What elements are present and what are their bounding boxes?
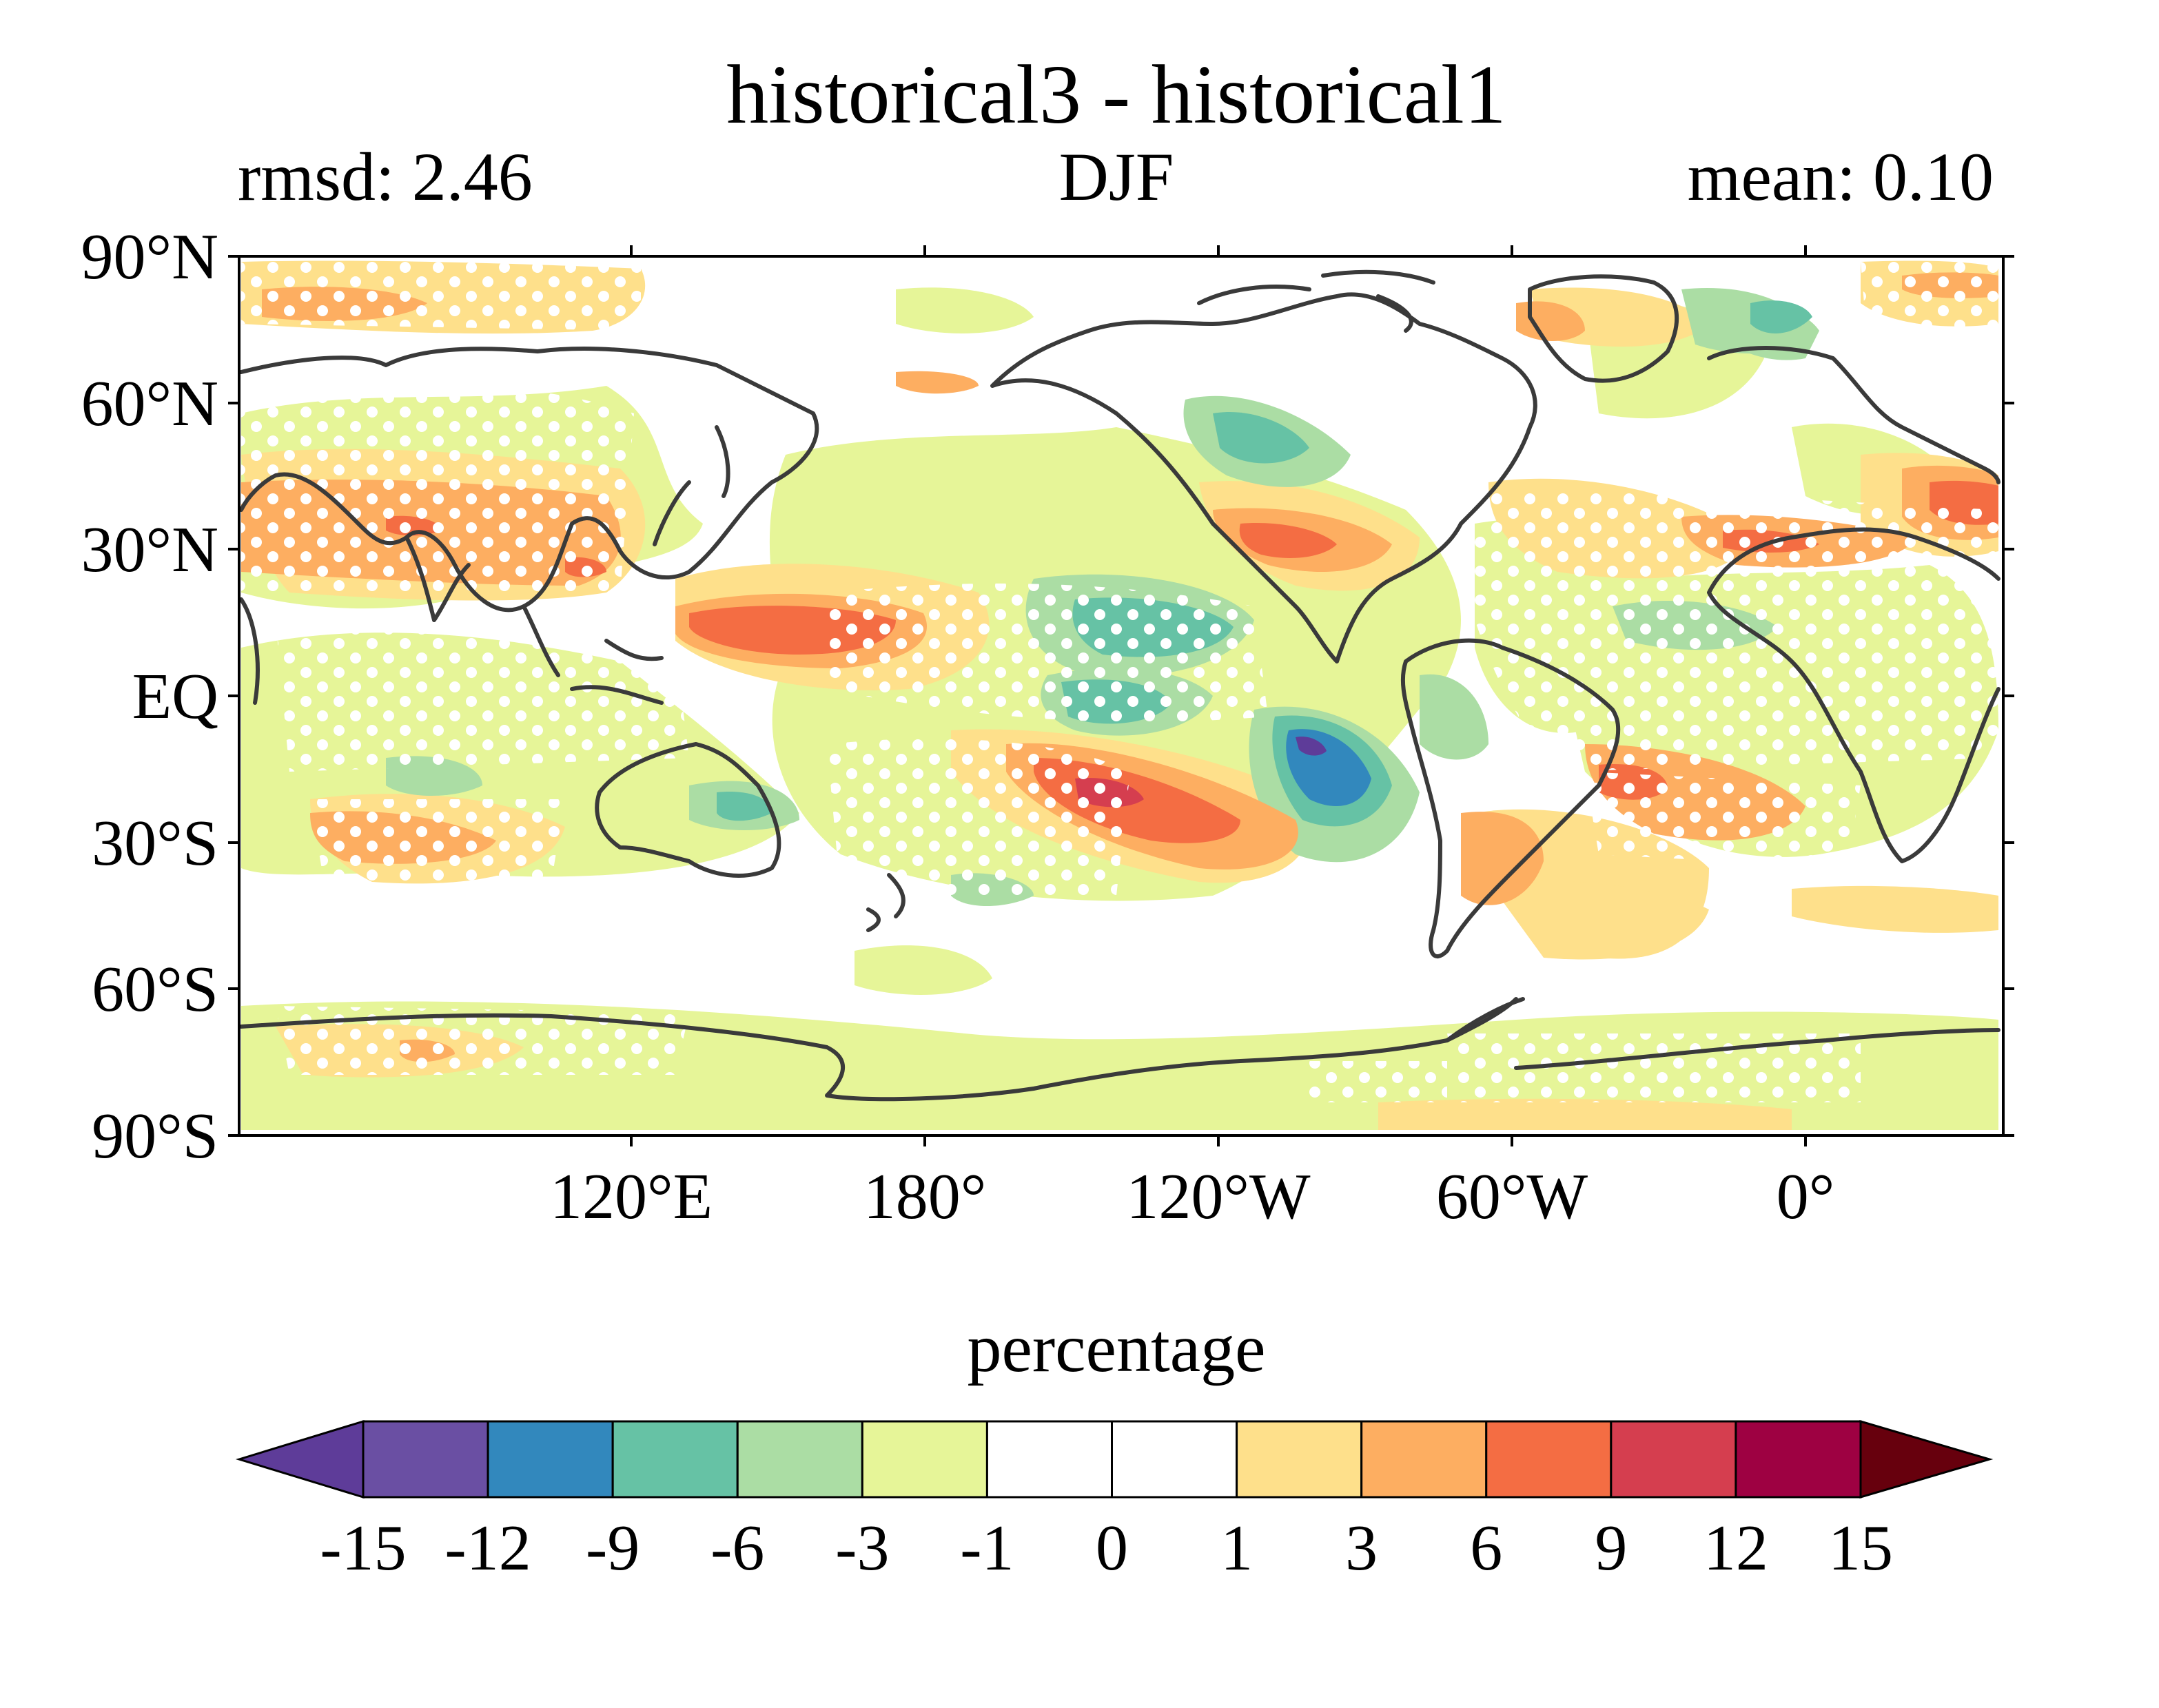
coast-south-america xyxy=(1400,638,1621,958)
coastlines xyxy=(239,269,2001,1102)
lon-tick-label: 180° xyxy=(863,1161,987,1233)
coast-greenland xyxy=(1528,274,1679,383)
lat-tick-label: EQ xyxy=(132,661,218,732)
mean-label: mean: 0.10 xyxy=(1688,138,1994,215)
coast-australia xyxy=(595,742,781,878)
colorbar-tick-label: 15 xyxy=(1828,1512,1893,1584)
colorbar-bin xyxy=(1236,1420,1363,1499)
lat-tick-label: 60°S xyxy=(92,954,218,1025)
figure-title: historical3 - historical1 xyxy=(726,48,1506,141)
lat-tick-label: 30°S xyxy=(92,807,218,879)
colorbar-tick-label: 3 xyxy=(1345,1512,1378,1584)
longitude-labels: 120°E 180° 120°W 60°W 0° xyxy=(550,1161,1834,1233)
lon-tick-label: 120°W xyxy=(1126,1161,1311,1233)
tick-marks xyxy=(228,245,2014,1146)
colorbar-bin xyxy=(611,1420,739,1499)
difference-field xyxy=(241,260,1998,1130)
colorbar-bin xyxy=(985,1420,1113,1499)
colorbar-bin xyxy=(1735,1420,1862,1499)
coast-antarctica xyxy=(239,997,2001,1102)
colorbar-bin xyxy=(1610,1420,1737,1499)
colorbar-tick-labels: -15 -12 -9 -6 -3 -1 0 1 3 6 9 12 15 xyxy=(320,1512,1893,1584)
colorbar-bin xyxy=(1485,1420,1613,1499)
lat-tick-label: 90°S xyxy=(92,1100,218,1172)
coast-europe-africa xyxy=(1707,346,2001,863)
colorbar-bin xyxy=(736,1420,863,1499)
colorbar-tick-label: 9 xyxy=(1595,1512,1627,1584)
colorbar-tick-label: -9 xyxy=(586,1512,639,1584)
colorbar-extend-min xyxy=(235,1419,365,1499)
colorbar-tick-label: -3 xyxy=(835,1512,889,1584)
colorbar-bin xyxy=(861,1420,988,1499)
colorbar-bin xyxy=(487,1420,614,1499)
colorbar: percentage -15 -12 -9 -6 -3 -1 0 1 3 6 9 12 15 xyxy=(235,1310,1994,1584)
rmsd-label: rmsd: 2.46 xyxy=(238,138,533,215)
colorbar-tick-label: 1 xyxy=(1220,1512,1253,1584)
colorbar-bin xyxy=(1111,1420,1238,1499)
lat-tick-label: 30°N xyxy=(81,514,218,586)
colorbar-bin xyxy=(1360,1420,1488,1499)
colorbar-tick-label: 12 xyxy=(1703,1512,1768,1584)
coast-eurasia xyxy=(239,347,819,613)
coast-africa-west xyxy=(239,597,260,705)
coast-north-america xyxy=(990,292,1537,663)
colorbar-tick-label: -12 xyxy=(444,1512,531,1584)
coast-arctic-islands xyxy=(1197,269,1435,333)
coast-indian-subcontinent xyxy=(405,535,471,622)
coast-southeast-asia xyxy=(522,604,664,705)
season-label: DJF xyxy=(1059,138,1174,215)
lon-tick-label: 120°E xyxy=(550,1161,713,1233)
colorbar-tick-label: -1 xyxy=(960,1512,1014,1584)
contours-purple xyxy=(1296,737,1327,756)
coast-east-asia xyxy=(653,425,730,546)
colorbar-tick-label: 0 xyxy=(1096,1512,1128,1584)
colorbar-label: percentage xyxy=(967,1310,1265,1386)
colorbar-tick-label: 6 xyxy=(1470,1512,1502,1584)
significance-stippling xyxy=(241,262,1998,1102)
colorbar-extend-max xyxy=(1859,1419,1994,1499)
colorbar-bin xyxy=(362,1420,489,1499)
lat-tick-label: 60°N xyxy=(81,368,218,440)
colorbar-tick-label: -6 xyxy=(710,1512,764,1584)
colorbar-bins xyxy=(235,1419,1994,1499)
lon-tick-label: 60°W xyxy=(1436,1161,1588,1233)
coast-antarctic-peninsula xyxy=(1445,997,1525,1042)
lat-tick-label: 90°N xyxy=(81,221,218,293)
lon-tick-label: 0° xyxy=(1777,1161,1835,1233)
coast-new-zealand xyxy=(866,873,905,932)
colorbar-tick-label: -15 xyxy=(320,1512,406,1584)
latitude-labels: 90°N 60°N 30°N EQ 30°S 60°S 90°S xyxy=(81,221,218,1172)
map-panel: 90°N 60°N 30°N EQ 30°S 60°S 90°S 120°E 1… xyxy=(81,221,2014,1233)
